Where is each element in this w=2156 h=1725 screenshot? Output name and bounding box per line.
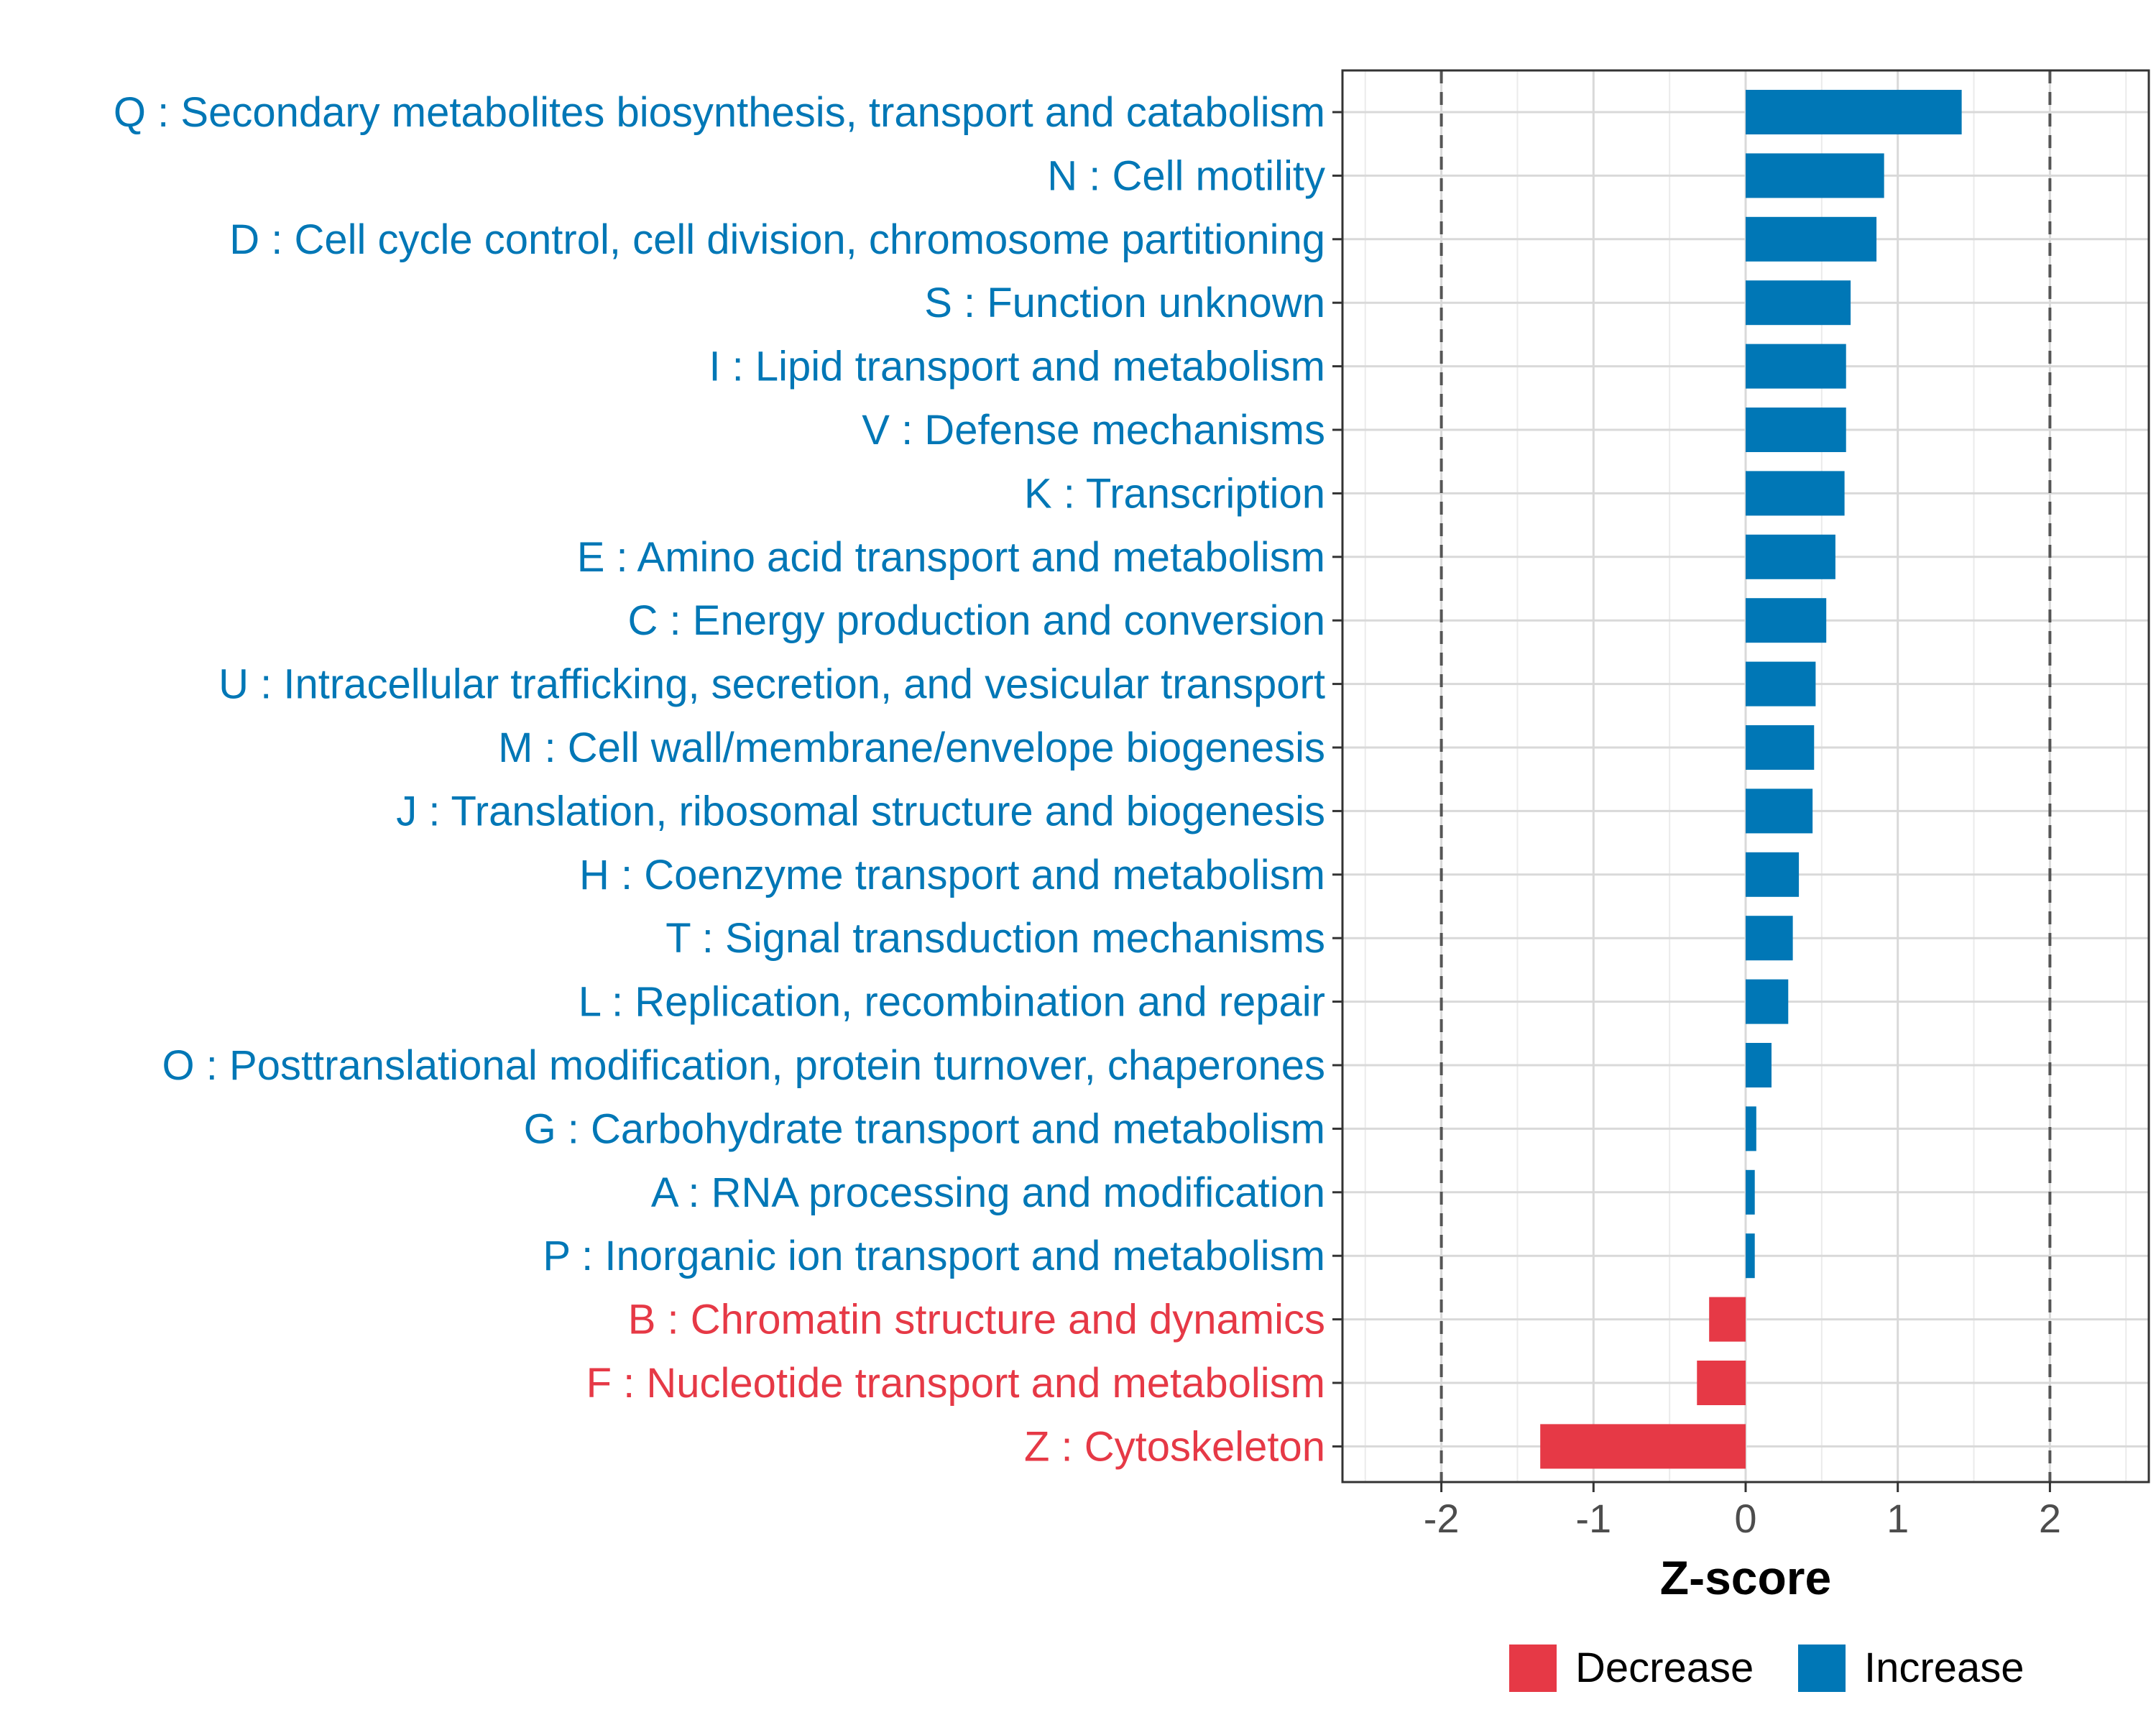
bar <box>1746 1169 1755 1215</box>
category-label: L : Replication, recombination and repai… <box>579 979 1325 1026</box>
y-axis-ticks <box>1332 111 1342 1448</box>
legend-label-increase: Increase <box>1864 1644 2024 1691</box>
category-label: A : RNA processing and modification <box>651 1169 1325 1216</box>
category-label: Z : Cytoskeleton <box>1024 1423 1325 1470</box>
reference-lines <box>1439 70 2052 1482</box>
category-label: S : Function unknown <box>924 280 1325 326</box>
x-tick-label: -2 <box>1424 1496 1460 1541</box>
category-label: O : Posttranslational modification, prot… <box>162 1042 1325 1089</box>
category-label: K : Transcription <box>1024 470 1325 517</box>
category-label: U : Intracellular trafficking, secretion… <box>218 661 1325 708</box>
category-label: Q : Secondary metabolites biosynthesis, … <box>114 89 1325 136</box>
category-label: E : Amino acid transport and metabolism <box>577 534 1325 581</box>
bar <box>1746 1043 1772 1087</box>
category-label: V : Defense mechanisms <box>862 407 1325 454</box>
bar <box>1746 408 1846 452</box>
bar <box>1746 852 1800 897</box>
category-label: B : Chromatin structure and dynamics <box>628 1297 1325 1343</box>
bar <box>1746 344 1846 389</box>
bar <box>1746 471 1845 516</box>
bar <box>1746 725 1815 770</box>
x-tick-label: 1 <box>1886 1496 1909 1541</box>
bar <box>1746 534 1835 579</box>
category-label: D : Cell cycle control, cell division, c… <box>229 216 1325 263</box>
bar <box>1746 916 1793 961</box>
x-tick-label: 0 <box>1734 1496 1756 1541</box>
category-label: N : Cell motility <box>1047 152 1325 199</box>
bar <box>1746 216 1877 262</box>
category-label: I : Lipid transport and metabolism <box>709 344 1325 390</box>
category-labels: Q : Secondary metabolites biosynthesis, … <box>114 89 1325 1470</box>
bar <box>1697 1361 1746 1405</box>
category-label: P : Inorganic ion transport and metaboli… <box>543 1233 1325 1279</box>
x-axis-title: Z-score <box>1660 1551 1831 1604</box>
bar <box>1540 1424 1746 1469</box>
x-axis-ticks: -2 -1 0 1 2 <box>1424 1482 2061 1541</box>
x-tick-label: 2 <box>2039 1496 2061 1541</box>
bar <box>1746 979 1789 1024</box>
category-label: H : Coenzyme transport and metabolism <box>579 852 1325 898</box>
bar <box>1746 1106 1756 1151</box>
category-label: G : Carbohydrate transport and metabolis… <box>524 1105 1325 1152</box>
bar <box>1746 1233 1755 1279</box>
bar <box>1746 280 1851 326</box>
bar <box>1746 661 1816 707</box>
category-label: F : Nucleotide transport and metabolism <box>586 1360 1325 1407</box>
bar <box>1709 1297 1746 1342</box>
bar <box>1746 153 1884 198</box>
category-label: J : Translation, ribosomal structure and… <box>396 788 1325 834</box>
bar <box>1746 598 1827 643</box>
bars <box>1540 90 1962 1469</box>
bar <box>1746 90 1962 134</box>
legend-label-decrease: Decrease <box>1575 1644 1754 1691</box>
bar <box>1746 788 1813 834</box>
legend: Decrease Increase <box>1509 1644 2024 1692</box>
category-label: M : Cell wall/membrane/envelope biogenes… <box>498 724 1325 771</box>
category-label: C : Energy production and conversion <box>628 597 1325 644</box>
legend-swatch-decrease <box>1509 1644 1557 1692</box>
category-label: T : Signal transduction mechanisms <box>665 915 1325 962</box>
legend-swatch-increase <box>1798 1644 1846 1692</box>
x-tick-label: -1 <box>1575 1496 1611 1541</box>
